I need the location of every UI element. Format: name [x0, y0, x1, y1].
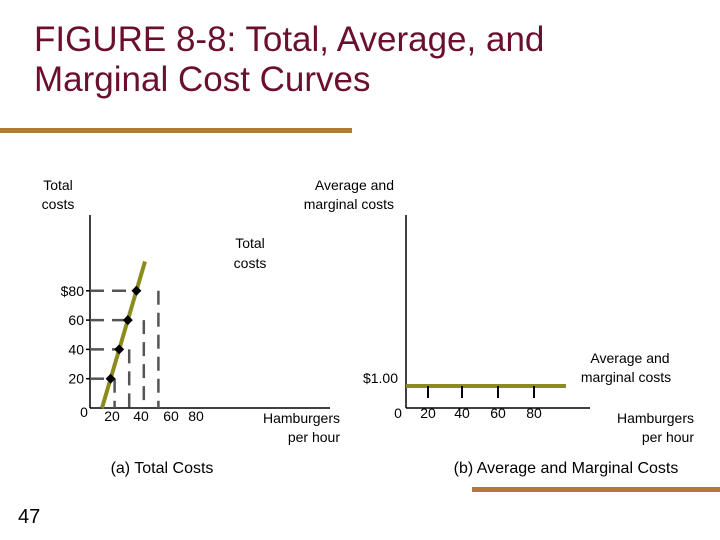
panel-a-x-axis-label-line-2: per hour: [288, 429, 340, 445]
panel-b-average-marginal-costs: Average and marginal costs 20 40 60 80 $1.00…: [304, 177, 695, 477]
panel-a-y-axis-label-line-1: Total: [43, 177, 73, 193]
panel-a-y-axis-label-line-2: costs: [42, 196, 75, 212]
panel-a-y-tick-label: 40: [68, 341, 84, 357]
panel-b-x-tick-label: 40: [454, 405, 470, 421]
panel-a-total-costs: Total costs 20 40 60 $80 20 40 60 80 0 Total cost…: [42, 177, 341, 477]
panel-a-line-label-line-2: costs: [234, 255, 267, 271]
panel-a-point-marker: [105, 373, 116, 384]
panel-a-x-tick-label: 40: [133, 408, 149, 424]
panel-b-y-axis-label-line-1: Average and: [315, 177, 394, 193]
slide-title-line-2: Marginal Cost Curves: [34, 60, 371, 99]
panel-b-line-label-line-2: marginal costs: [581, 369, 671, 385]
panel-b-origin-label: 0: [394, 405, 402, 421]
panel-b-y-axis-label-line-2: marginal costs: [304, 196, 394, 212]
panel-a-x-tick-label: 20: [104, 408, 120, 424]
panel-a-point-marker: [122, 315, 133, 326]
panel-a-total-cost-line: [100, 260, 147, 409]
panel-a-point-marker: [114, 344, 125, 355]
panel-b-tick-labels: 20 40 60 80 $1.00 0: [363, 370, 542, 421]
panel-a-origin-label: 0: [80, 404, 88, 420]
panel-a-y-tick-label: 60: [68, 312, 84, 328]
slide-title: FIGURE 8-8: Total, Average, and Marginal…: [34, 20, 674, 100]
panel-b-y-tick-label: $1.00: [363, 370, 398, 386]
panel-a-marks: [100, 260, 147, 409]
bottom-rule: [472, 487, 720, 492]
panel-a-y-tick-label: 20: [68, 371, 84, 387]
panel-a-y-tick-label: $80: [61, 283, 85, 299]
panel-a-tick-labels: 20 40 60 $80 20 40 60 80 0: [61, 283, 204, 424]
panel-a-x-tick-label: 80: [188, 408, 204, 424]
panel-b-caption: (b) Average and Marginal Costs: [454, 460, 679, 477]
panel-a-x-tick-label: 60: [163, 408, 179, 424]
panel-b-line-label-line-1: Average and: [590, 350, 669, 366]
panel-b-x-tick-label: 80: [526, 405, 542, 421]
slide-number: 47: [18, 506, 41, 528]
panel-b-x-tick-label: 60: [490, 405, 506, 421]
panel-b-x-axis-label-line-2: per hour: [642, 429, 694, 445]
panel-a-point-marker: [131, 285, 142, 296]
title-rule: [0, 128, 352, 133]
panel-a-guides: [90, 289, 160, 408]
panel-b-x-axis-label-line-1: Hamburgers: [617, 410, 694, 426]
slide-title-line-1: FIGURE 8-8: Total, Average, and: [34, 20, 545, 59]
panel-b-x-tick-label: 20: [420, 405, 436, 421]
panel-a-line-label-line-1: Total: [235, 235, 265, 251]
panel-a-x-axis-label-line-1: Hamburgers: [263, 410, 340, 426]
panel-a-caption: (a) Total Costs: [111, 460, 214, 477]
